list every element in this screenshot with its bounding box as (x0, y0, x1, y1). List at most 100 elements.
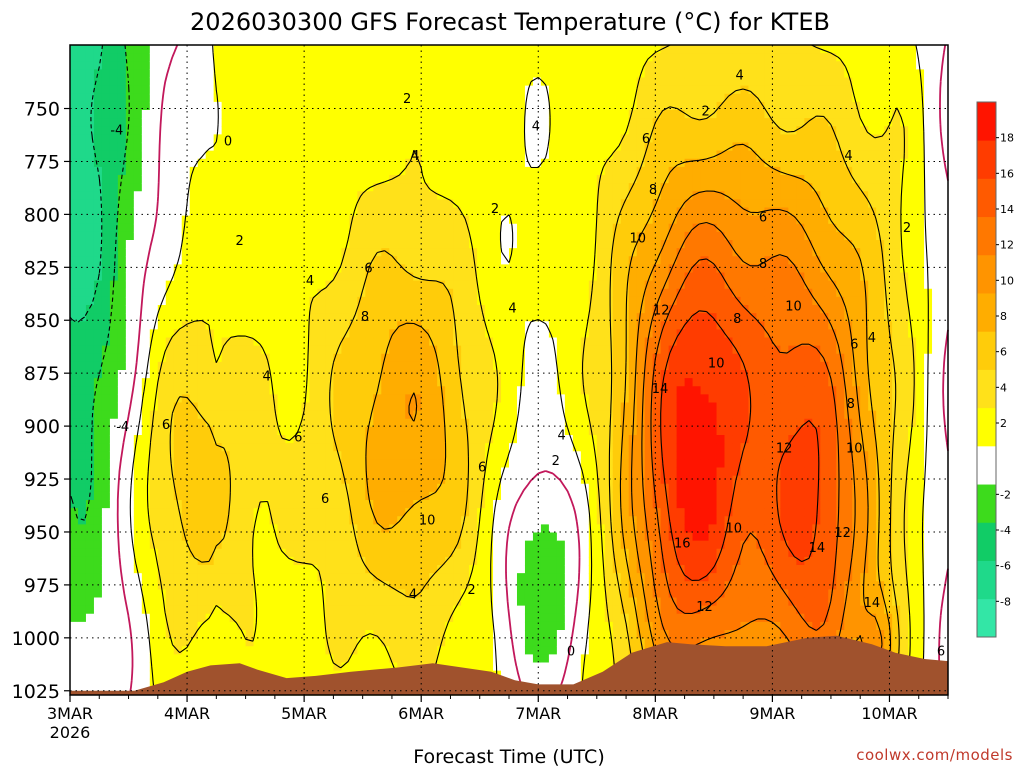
temperature-cell (277, 370, 287, 379)
temperature-cell (77, 240, 87, 249)
temperature-cell (309, 418, 319, 428)
temperature-cell (421, 305, 430, 314)
temperature-cell (173, 183, 183, 192)
temperature-cell (101, 540, 111, 550)
temperature-cell (181, 85, 191, 95)
temperature-cell (293, 361, 303, 371)
temperature-cell (301, 110, 311, 119)
temperature-cell (181, 361, 191, 371)
temperature-cell (109, 516, 119, 525)
temperature-cell (173, 548, 183, 558)
temperature-cell (437, 337, 446, 347)
temperature-cell (461, 85, 470, 95)
temperature-cell (564, 296, 574, 306)
temperature-cell (277, 101, 287, 111)
temperature-cell (445, 183, 454, 192)
temperature-cell (101, 443, 111, 452)
temperature-cell (437, 540, 446, 550)
temperature-cell (197, 313, 207, 322)
temperature-cell (237, 370, 247, 379)
temperature-cell (189, 166, 199, 176)
temperature-cell (101, 662, 111, 672)
temperature-cell (524, 662, 534, 672)
temperature-cell (293, 475, 303, 485)
temperature-cell (516, 337, 526, 347)
temperature-cell (564, 45, 574, 54)
temperature-cell (373, 394, 382, 404)
temperature-cell (189, 85, 199, 95)
temperature-cell (85, 126, 95, 135)
temperature-cell (70, 638, 79, 647)
temperature-cell (445, 410, 454, 420)
temperature-cell (277, 565, 287, 574)
temperature-cell (133, 61, 143, 70)
temperature-cell (277, 402, 287, 412)
temperature-cell (221, 150, 231, 160)
temperature-cell (157, 540, 167, 550)
temperature-cell (141, 678, 151, 688)
temperature-cell (341, 386, 350, 395)
temperature-cell (341, 199, 350, 209)
temperature-cell (141, 621, 151, 631)
temperature-cell (501, 638, 510, 647)
temperature-cell (141, 110, 151, 119)
temperature-cell (532, 150, 542, 160)
temperature-cell (165, 175, 175, 184)
temperature-cell (229, 532, 239, 542)
temperature-cell (205, 410, 215, 420)
temperature-cell (469, 264, 478, 274)
temperature-cell (445, 540, 454, 550)
temperature-cell (461, 166, 470, 176)
temperature-cell (341, 443, 350, 452)
temperature-cell (397, 638, 406, 647)
temperature-cell (493, 410, 502, 420)
temperature-cell (141, 630, 151, 639)
temperature-cell (532, 443, 542, 452)
temperature-cell (261, 459, 271, 469)
temperature-cell (245, 199, 255, 209)
temperature-cell (461, 61, 470, 70)
temperature-cell (141, 158, 151, 168)
temperature-cell (301, 540, 311, 550)
temperature-cell (285, 370, 295, 379)
temperature-cell (349, 305, 358, 314)
temperature-cell (389, 305, 398, 314)
temperature-cell (548, 613, 558, 623)
temperature-cell (261, 378, 271, 387)
temperature-cell (133, 378, 143, 387)
temperature-cell (532, 353, 542, 363)
temperature-cell (277, 183, 287, 192)
temperature-cell (469, 305, 478, 314)
temperature-cell (325, 191, 334, 200)
temperature-cell (429, 191, 438, 200)
temperature-cell (285, 573, 295, 582)
temperature-cell (317, 573, 327, 582)
temperature-cell (516, 118, 526, 127)
temperature-cell (117, 223, 127, 233)
temperature-cell (133, 500, 143, 509)
temperature-cell (373, 565, 382, 574)
temperature-cell (365, 573, 374, 582)
temperature-cell (493, 524, 502, 534)
temperature-cell (157, 191, 167, 200)
temperature-cell (237, 605, 247, 615)
temperature-cell (93, 53, 103, 62)
temperature-cell (253, 565, 263, 574)
temperature-cell (349, 581, 358, 590)
temperature-cell (397, 467, 406, 477)
temperature-cell (548, 394, 558, 404)
temperature-cell (101, 77, 111, 87)
temperature-cell (245, 256, 255, 265)
temperature-cell (109, 183, 119, 192)
temperature-cell (125, 77, 135, 87)
temperature-cell (125, 638, 135, 647)
temperature-cell (285, 670, 295, 680)
temperature-cell (341, 475, 350, 485)
temperature-cell (333, 556, 342, 566)
temperature-cell (509, 158, 518, 168)
temperature-cell (548, 540, 558, 550)
temperature-cell (70, 183, 79, 192)
temperature-cell (357, 215, 366, 225)
temperature-cell (405, 548, 414, 558)
temperature-cell (293, 223, 303, 233)
